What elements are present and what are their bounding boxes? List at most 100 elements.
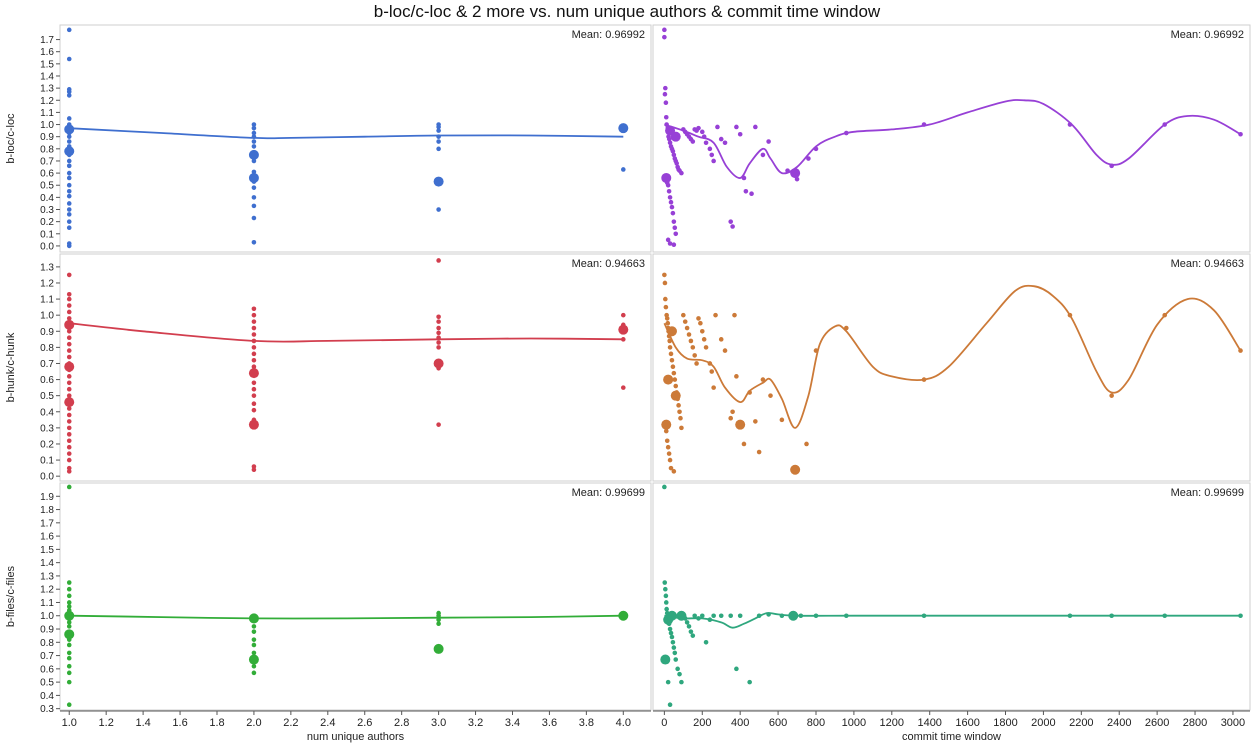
data-point <box>671 370 677 376</box>
data-point <box>251 215 257 221</box>
data-point <box>669 634 675 640</box>
data-point-large <box>618 123 629 134</box>
data-point <box>66 354 72 360</box>
data-point <box>667 626 673 632</box>
data-point <box>666 189 672 194</box>
data-point <box>722 140 728 146</box>
x-tick-label: 2600 <box>1145 717 1169 729</box>
x-tick-label: 1200 <box>880 717 904 729</box>
y-tick-label: 0.6 <box>40 664 54 675</box>
data-point-large <box>670 390 681 401</box>
data-point <box>436 330 441 336</box>
y-axis-label: b-loc/c-loc <box>5 113 17 164</box>
y-tick-label: 1.2 <box>40 96 54 107</box>
data-point <box>66 335 72 341</box>
data-point <box>66 451 72 456</box>
data-point <box>251 663 257 669</box>
data-point <box>251 386 257 392</box>
data-point <box>251 169 257 175</box>
data-point <box>66 469 72 474</box>
data-point <box>667 195 673 200</box>
data-point <box>251 345 257 350</box>
data-point-large <box>790 168 801 179</box>
data-point <box>436 621 441 627</box>
data-point <box>671 469 677 474</box>
data-point <box>66 432 72 437</box>
y-tick-label: 0.9 <box>40 132 54 143</box>
chart-title: b-loc/c-loc & 2 more vs. num unique auth… <box>373 2 881 21</box>
series-group-r1-c1 <box>661 272 1243 475</box>
x-tick-label: 2.0 <box>246 717 261 729</box>
data-point <box>251 130 257 136</box>
data-point <box>66 303 72 308</box>
data-point <box>436 139 441 144</box>
data-point <box>66 175 72 181</box>
y-tick-label: 1.0 <box>40 611 54 622</box>
x-tick-label: 3000 <box>1221 717 1245 729</box>
data-point <box>671 219 677 224</box>
data-point <box>670 364 676 369</box>
data-point <box>666 451 672 456</box>
data-point <box>66 650 72 656</box>
x-tick-label: 3.2 <box>468 717 483 729</box>
data-point-large <box>248 419 259 430</box>
data-point-large <box>433 176 444 187</box>
data-point <box>666 136 672 142</box>
data-point-large <box>790 464 801 475</box>
data-point <box>66 380 72 386</box>
y-tick-label: 0.1 <box>40 229 54 240</box>
data-point <box>251 650 257 656</box>
x-tick-label: 400 <box>731 717 749 729</box>
data-point <box>675 666 680 672</box>
x-tick-label: 3.4 <box>505 717 520 729</box>
data-point <box>66 438 72 444</box>
x-tick-label: 1400 <box>917 717 941 729</box>
mean-label: Mean: 0.94663 <box>572 258 645 270</box>
series-group-r1-c0 <box>64 258 629 474</box>
data-point <box>66 444 72 450</box>
data-point <box>66 457 72 463</box>
data-point <box>662 272 667 278</box>
data-point <box>737 613 743 619</box>
data-point <box>66 134 72 139</box>
data-point <box>669 204 675 210</box>
data-point <box>673 383 679 389</box>
y-tick-label: 0.3 <box>40 704 54 715</box>
data-point <box>703 140 709 146</box>
data-point <box>66 341 72 347</box>
data-point <box>756 449 762 455</box>
data-point <box>436 319 441 324</box>
data-point <box>251 351 257 357</box>
x-tick-label: 2.8 <box>394 717 409 729</box>
y-tick-label: 0.4 <box>40 193 54 204</box>
data-point <box>806 156 811 161</box>
y-tick-label: 1.4 <box>40 71 54 82</box>
data-point <box>715 124 720 130</box>
data-point <box>690 345 696 350</box>
data-point <box>688 338 694 344</box>
data-point <box>251 624 257 629</box>
data-point-large <box>64 629 75 640</box>
data-point <box>66 189 72 194</box>
data-point <box>707 146 713 152</box>
data-point <box>679 170 684 176</box>
y-tick-label: 1.6 <box>40 47 54 58</box>
data-point <box>663 428 669 434</box>
data-point <box>662 280 668 286</box>
panel-frame-r2-c1 <box>652 482 1251 711</box>
data-point <box>713 312 718 318</box>
y-tick-label: 1.4 <box>40 558 54 569</box>
x-tick-label: 1600 <box>955 717 979 729</box>
x-tick-label: 1.0 <box>62 717 77 729</box>
data-point <box>66 291 72 297</box>
data-point <box>663 100 669 105</box>
y-tick-label: 0.0 <box>40 241 54 252</box>
data-point <box>690 139 696 144</box>
data-point <box>66 620 72 625</box>
data-point <box>251 122 257 127</box>
panel-frame-r1-c0 <box>59 253 652 482</box>
data-point <box>668 351 674 357</box>
data-point <box>66 212 72 217</box>
data-point <box>1109 393 1114 398</box>
y-tick-label: 0.6 <box>40 169 54 180</box>
